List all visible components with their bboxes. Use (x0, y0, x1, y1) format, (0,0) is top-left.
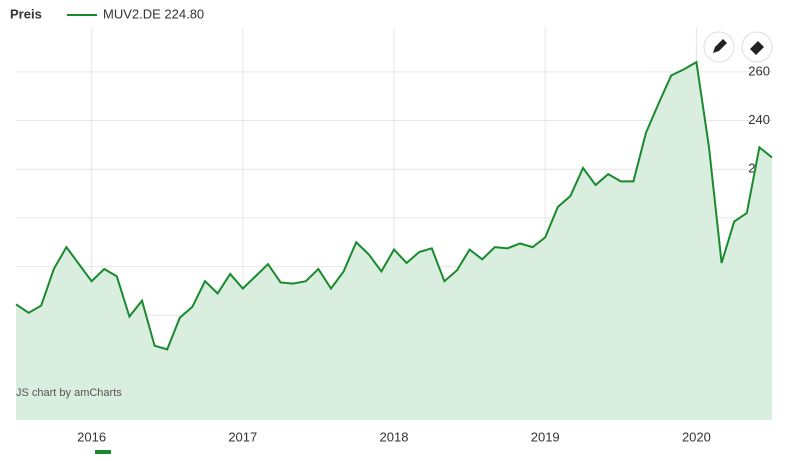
y-tick-label: 240 (748, 112, 770, 127)
x-tick-label: 2017 (228, 429, 257, 444)
erase-button[interactable] (741, 31, 773, 63)
x-tick-label: 2016 (77, 429, 106, 444)
draw-button[interactable] (703, 31, 735, 63)
y-tick-label: 260 (748, 63, 770, 78)
x-tick-label: 2019 (531, 429, 560, 444)
scroll-handle[interactable] (95, 450, 111, 454)
x-tick-label: 2018 (380, 429, 409, 444)
legend-label: MUV2.DE 224.80 (103, 6, 204, 21)
x-tick-label: 2020 (682, 429, 711, 444)
area (16, 62, 772, 421)
legend-title: Preis (10, 6, 42, 21)
line (15, 60, 773, 351)
credit: JS chart by amCharts (16, 387, 122, 399)
